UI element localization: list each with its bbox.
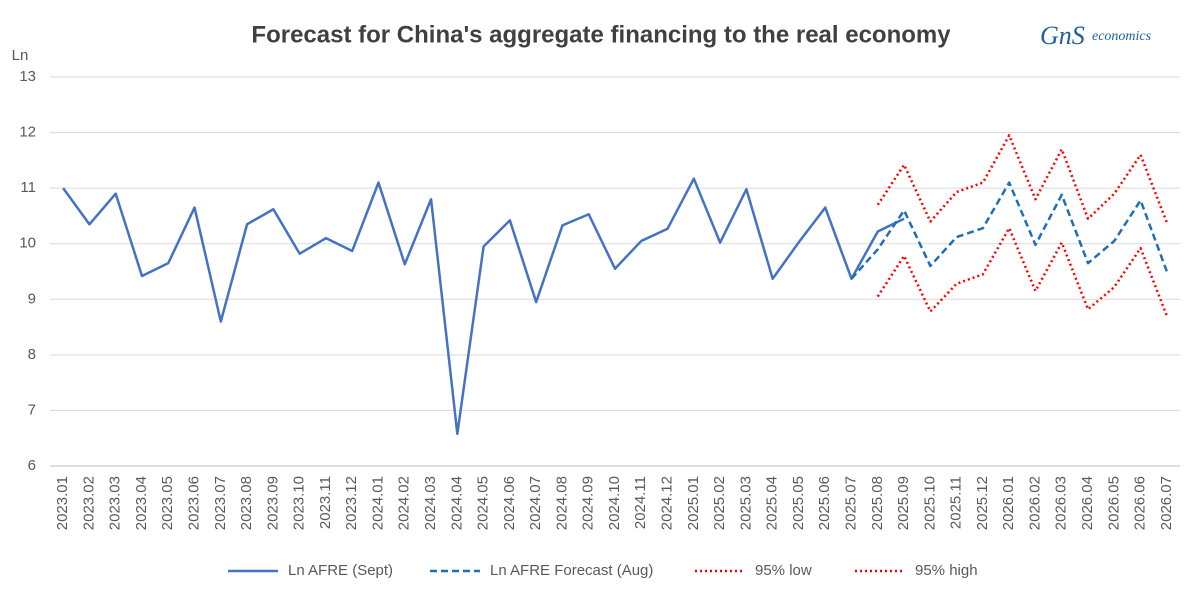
y-tick-label: 6 [28, 457, 36, 474]
y-axis-label: Ln [12, 47, 29, 64]
x-tick-label: 2024.03 [422, 476, 439, 530]
x-tick-label: 2023.11 [317, 476, 334, 529]
series-line [62, 177, 905, 436]
x-tick-label: 2025.11 [948, 476, 965, 529]
y-tick-label: 7 [28, 401, 36, 418]
y-tick-label: 11 [20, 179, 36, 196]
x-tick-label: 2025.03 [737, 476, 754, 530]
logo: GnS economics [1040, 21, 1152, 50]
chart-title: Forecast for China's aggregate financing… [251, 21, 951, 48]
y-tick-label: 10 [19, 235, 36, 252]
legend-label: Ln AFRE Forecast (Aug) [490, 562, 653, 579]
x-tick-label: 2024.02 [396, 476, 413, 530]
x-tick-label: 2024.05 [475, 476, 492, 530]
x-tick-label: 2025.02 [711, 476, 728, 530]
x-tick-label: 2024.09 [580, 476, 597, 530]
x-tick-label: 2023.02 [80, 476, 97, 530]
x-tick-label: 2024.12 [659, 476, 676, 530]
x-tick-label: 2023.03 [107, 476, 124, 530]
y-tick-label: 13 [19, 68, 36, 85]
series-line [876, 226, 1169, 317]
x-tick-label: 2025.09 [895, 476, 912, 530]
x-tick-label: 2026.07 [1158, 476, 1175, 530]
x-tick-label: 2023.05 [159, 476, 176, 530]
x-tick-label: 2023.12 [343, 476, 360, 530]
x-tick-label: 2026.03 [1053, 476, 1070, 530]
x-tick-label: 2025.01 [685, 476, 702, 530]
y-tick-label: 8 [28, 346, 36, 363]
x-tick-label: 2024.11 [632, 476, 649, 529]
series-line [850, 181, 1169, 280]
x-tick-label: 2026.05 [1105, 476, 1122, 530]
x-tick-label: 2026.06 [1132, 476, 1149, 530]
x-tick-label: 2023.09 [264, 476, 281, 530]
x-tick-label: 2024.04 [448, 476, 465, 530]
x-tick-label: 2023.08 [238, 476, 255, 530]
x-tick-label: 2025.06 [816, 476, 833, 530]
x-tick-label: 2025.08 [869, 476, 886, 530]
y-tick-label: 9 [28, 290, 36, 307]
x-tick-label: 2024.08 [553, 476, 570, 530]
x-tick-label: 2025.05 [790, 476, 807, 530]
x-tick-label: 2023.06 [186, 476, 203, 530]
x-tick-label: 2024.06 [501, 476, 518, 530]
x-tick-label: 2025.10 [921, 476, 938, 530]
logo-mark: GnS [1040, 21, 1085, 50]
x-tick-label: 2025.12 [974, 476, 991, 530]
x-tick-label: 2023.01 [54, 476, 71, 530]
x-tick-label: 2026.02 [1026, 476, 1043, 530]
legend-label: 95% low [755, 562, 812, 579]
x-tick-label: 2025.07 [842, 476, 859, 530]
x-tick-label: 2023.04 [133, 476, 150, 530]
x-tick-label: 2024.01 [369, 476, 386, 530]
legend-label: Ln AFRE (Sept) [288, 562, 393, 579]
x-tick-label: 2025.04 [764, 476, 781, 530]
x-tick-label: 2024.07 [527, 476, 544, 530]
x-tick-label: 2026.01 [1000, 476, 1017, 530]
x-tick-label: 2024.10 [606, 476, 623, 530]
x-tick-label: 2023.07 [212, 476, 229, 530]
logo-text: economics [1092, 29, 1152, 44]
series-line [876, 134, 1169, 224]
x-tick-label: 2026.04 [1079, 476, 1096, 530]
legend-label: 95% high [915, 562, 978, 579]
x-tick-label: 2023.10 [291, 476, 308, 530]
y-tick-label: 12 [19, 124, 36, 141]
